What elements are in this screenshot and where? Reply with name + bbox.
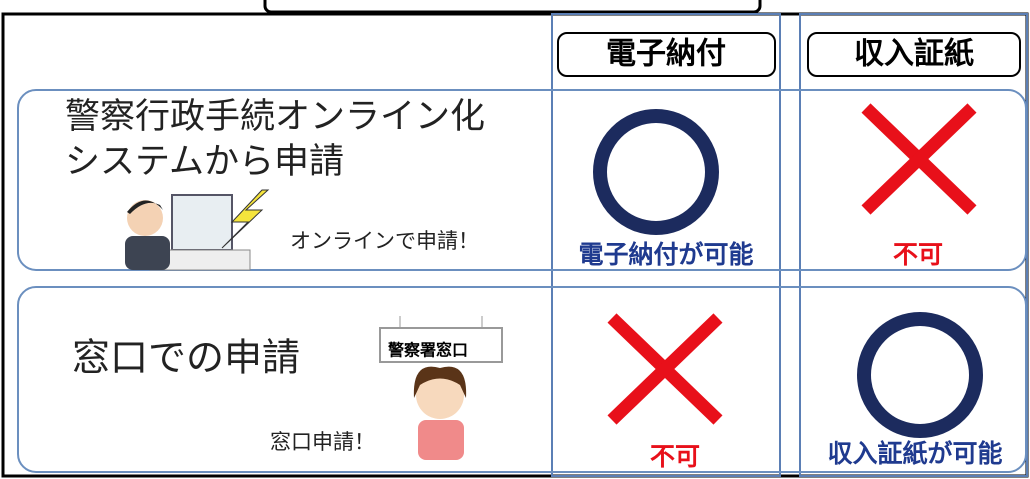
row-box [17, 286, 1027, 473]
column-frame [551, 13, 781, 477]
header-box [557, 32, 776, 77]
impossible-icon [861, 103, 977, 215]
status: 不可 [650, 442, 700, 471]
row-label: 窓口での申請 [72, 336, 300, 380]
row-note: オンラインで申請！ [290, 229, 479, 253]
top-box [263, 0, 762, 14]
row-label: 警察行政手続オンライン化 [65, 97, 485, 137]
pc-illustration [125, 189, 270, 271]
status: 収入証紙が可能 [827, 439, 1002, 468]
possible-icon [593, 109, 719, 235]
column-header: 電子納付 [606, 37, 726, 72]
status: 不可 [893, 240, 943, 269]
row-box [17, 89, 1027, 271]
row-note: 窓口申請！ [270, 430, 375, 454]
possible-icon [857, 312, 983, 438]
impossible-icon [607, 313, 723, 425]
status: 電子納付が可能 [578, 240, 753, 269]
header-box [807, 32, 1021, 77]
row-label: システムから申請 [65, 142, 344, 182]
counter-illustration [379, 316, 503, 460]
sign-text: 警察署窓口 [387, 341, 468, 360]
column-header: 収入証紙 [854, 37, 974, 72]
